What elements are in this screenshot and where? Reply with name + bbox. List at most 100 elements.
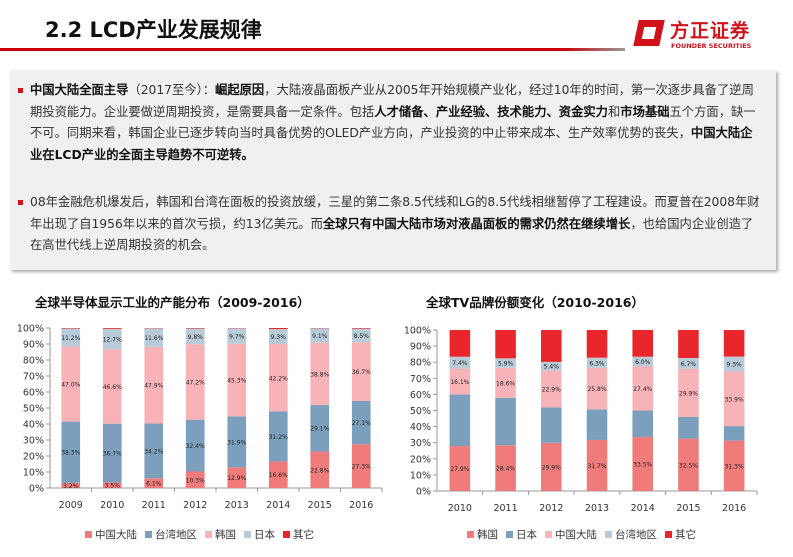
legend-item: 中国大陆: [545, 527, 597, 542]
bar-segment-其它: [586, 330, 608, 358]
bar-segment-中国大陆: [723, 371, 745, 427]
capacity-distribution-chart: 0% 10% 20% 30% 40% 50% 60% 70% 80% 90% 100% 2009 3.2…: [17, 324, 383, 511]
data-label: 6.0%: [635, 359, 651, 366]
bar-segment-台湾地区: [61, 421, 81, 483]
bar-segment-韩国: [586, 439, 608, 491]
bar-segment-其它: [449, 330, 471, 357]
y-tick-label: 0%: [416, 487, 431, 498]
data-label: 16.1%: [450, 379, 469, 386]
bar-segment-韩国: [449, 446, 471, 491]
data-label: 38.3%: [61, 450, 80, 457]
data-label: 10.3%: [186, 477, 205, 484]
legend-item: 其它: [665, 527, 696, 542]
bar-segment-韩国: [227, 343, 247, 417]
bar-segment-中国大陆: [449, 368, 471, 395]
legend-label: 台湾地区: [155, 529, 197, 541]
legend-item: 韩国: [205, 527, 236, 542]
y-tick-label: 50%: [410, 406, 431, 417]
bar-segment-其它: [351, 328, 371, 329]
data-label: 22.9%: [542, 387, 561, 394]
data-label: 46.6%: [103, 384, 122, 391]
legend-item: 日本: [506, 527, 537, 542]
bar-segment-日本: [185, 328, 205, 345]
bar-segment-台湾地区: [678, 358, 699, 369]
y-tick-label: 10%: [23, 468, 44, 479]
x-tick-label: 2013: [225, 500, 249, 511]
legend-label: 日本: [516, 529, 537, 541]
x-tick-label: 2016: [349, 500, 373, 511]
tv-chart-legend: 韩国 日本 中国大陆 台湾地区 其它: [467, 527, 696, 542]
y-tick-label: 90%: [23, 340, 44, 351]
legend-swatch: [605, 531, 612, 538]
legend-label: 日本: [254, 529, 275, 541]
legend-item: 台湾地区: [605, 527, 657, 542]
data-label: 31.2%: [269, 434, 288, 441]
logo-text-en: FOUNDER SECURITIES: [671, 42, 752, 50]
bar-segment-日本: [586, 409, 608, 440]
bar-segment-日本: [351, 328, 371, 343]
data-label: 16.6%: [269, 472, 288, 479]
bar-segment-日本: [102, 328, 122, 350]
y-tick-label: 20%: [410, 454, 431, 465]
bar-segment-中国大陆: [227, 467, 247, 488]
bar-segment-日本: [541, 407, 562, 443]
y-tick-label: 100%: [404, 326, 431, 337]
bar-segment-台湾地区: [449, 356, 471, 369]
data-label: 42.2%: [269, 375, 288, 382]
data-label: 31.9%: [227, 439, 246, 446]
legend-item: 日本: [244, 527, 275, 542]
legend-swatch: [665, 531, 672, 538]
x-tick-label: 2012: [183, 500, 207, 511]
data-label: 22.8%: [310, 467, 329, 474]
bar-segment-中国大陆: [495, 367, 516, 398]
data-label: 47.0%: [61, 382, 80, 389]
data-label: 12.9%: [227, 475, 246, 482]
logo-text-cn: 方正证券: [670, 20, 751, 42]
bar-segment-台湾地区: [351, 400, 371, 445]
bar-segment-日本: [144, 328, 164, 347]
legend-swatch: [545, 531, 552, 538]
legend-swatch: [506, 531, 513, 538]
data-label: 38.8%: [310, 371, 329, 378]
bar-segment-台湾地区: [541, 361, 562, 371]
data-label: 5.9%: [498, 361, 514, 368]
y-tick-label: 90%: [410, 342, 431, 353]
bar-segment-中国大陆: [586, 367, 608, 410]
data-label: 9.3%: [727, 362, 743, 369]
y-tick-label: 0%: [29, 484, 44, 495]
bar-segment-韩国: [632, 437, 653, 491]
legend-label: 韩国: [477, 529, 498, 541]
bar-segment-韩国: [310, 342, 330, 405]
data-label: 18.6%: [496, 380, 515, 387]
data-label: 47.2%: [186, 379, 205, 386]
y-tick-label: 70%: [410, 374, 431, 385]
bar-segment-中国大陆: [268, 461, 288, 488]
data-label: 29.1%: [310, 426, 329, 433]
body-text: ，也给国内企业创造了在高世代线上逆周期投资的机会。: [30, 216, 754, 253]
data-label: 3.2%: [63, 483, 79, 490]
bar-segment-日本: [268, 329, 288, 344]
data-label: 9.8%: [188, 334, 204, 341]
data-label: 33.9%: [725, 396, 744, 403]
bar-segment-中国大陆: [632, 366, 653, 411]
bar-segment-中国大陆: [678, 368, 699, 417]
data-label: 27.3%: [352, 464, 371, 471]
legend-item: 其它: [283, 527, 314, 542]
data-label: 3.5%: [105, 483, 121, 490]
bar-segment-韩国: [144, 346, 164, 424]
bar-segment-日本: [723, 426, 745, 441]
body-text: ，大陆液晶面板产业从2005年开始规模产业化，经过10年的时间，第一次逐步具备了…: [30, 83, 754, 119]
data-label: 32.4%: [186, 443, 205, 450]
data-label: 25.8%: [587, 386, 606, 393]
x-tick-label: 2009: [59, 500, 83, 511]
bar-segment-中国大陆: [310, 451, 330, 488]
x-tick-label: 2011: [142, 500, 166, 511]
data-label: 12.7%: [103, 336, 122, 343]
data-label: 9.1%: [312, 333, 328, 340]
bar-segment-台湾地区: [268, 411, 288, 462]
header-divider: [0, 48, 625, 51]
founder-securities-logo: 方正证券 FOUNDER SECURITIES: [633, 18, 776, 54]
data-label: 36.7%: [352, 369, 371, 376]
bar-segment-中国大陆: [351, 444, 371, 488]
bar-segment-韩国: [102, 349, 122, 424]
